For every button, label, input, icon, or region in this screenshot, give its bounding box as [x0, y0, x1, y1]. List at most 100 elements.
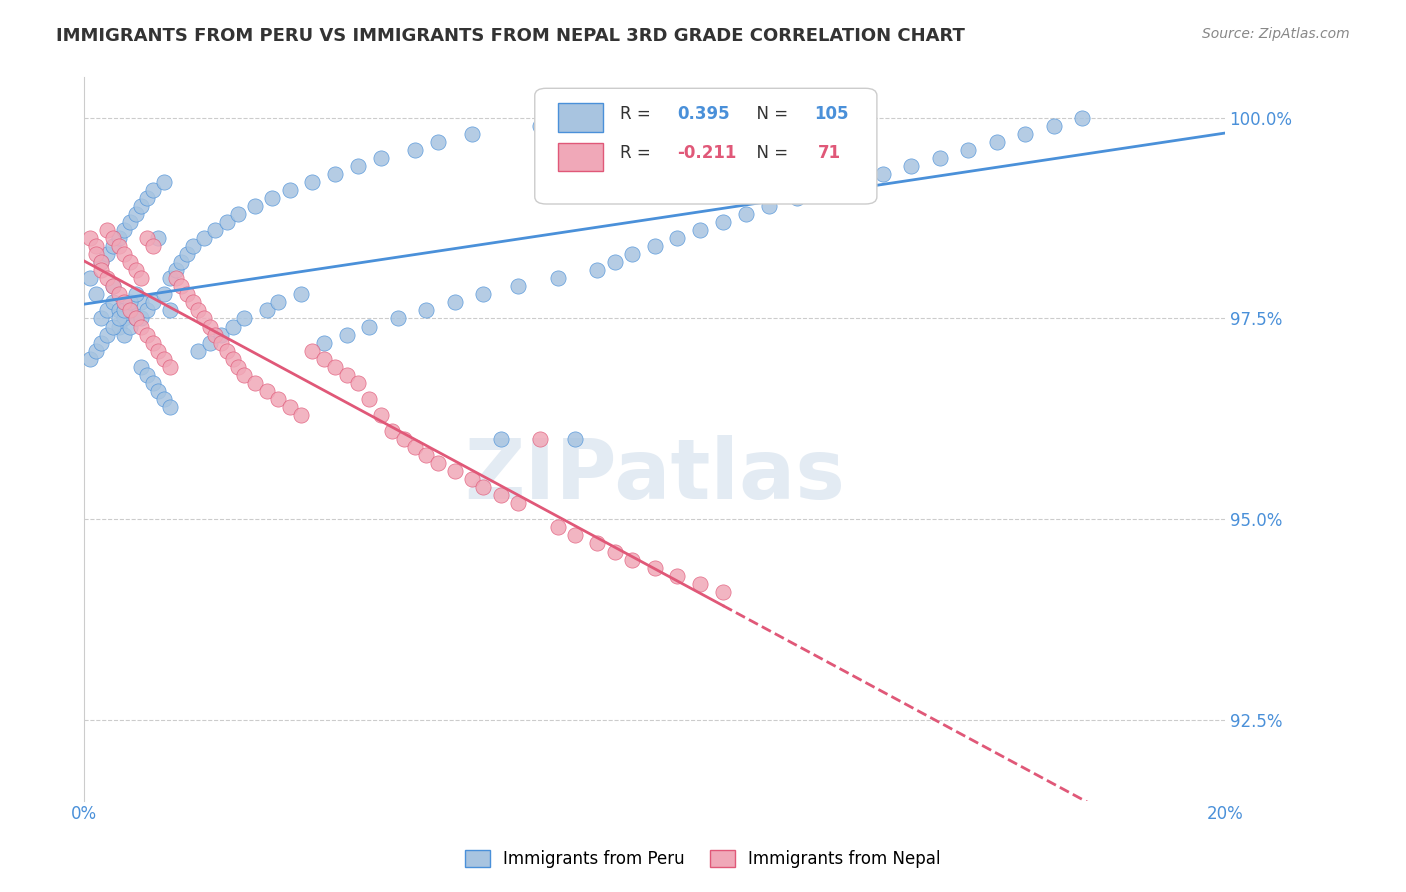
Point [461, 472, 484, 486]
Point [644, 239, 666, 253]
Point [165, 263, 187, 277]
Point [112, 223, 135, 237]
Point [118, 255, 141, 269]
Point [404, 440, 426, 454]
Point [107, 319, 129, 334]
Point [181, 295, 204, 310]
Point [245, 199, 267, 213]
Legend: Immigrants from Peru, Immigrants from Nepal: Immigrants from Peru, Immigrants from Ne… [458, 843, 948, 875]
Point [290, 287, 312, 301]
Point [786, 191, 808, 205]
Point [153, 351, 176, 366]
Point [209, 335, 232, 350]
Point [131, 311, 153, 326]
Point [124, 311, 146, 326]
Point [666, 568, 689, 582]
Point [131, 359, 153, 374]
Point [359, 319, 381, 334]
Point [176, 247, 198, 261]
Point [101, 239, 124, 253]
Point [312, 351, 335, 366]
Point [112, 247, 135, 261]
Point [666, 231, 689, 245]
Point [301, 343, 323, 358]
Point [426, 456, 449, 470]
Point [381, 424, 404, 438]
Point [347, 159, 370, 173]
Text: -0.211: -0.211 [678, 145, 737, 162]
Text: R =: R = [620, 104, 657, 122]
Point [689, 223, 711, 237]
Point [187, 303, 209, 318]
Point [142, 295, 165, 310]
Point [176, 287, 198, 301]
Point [96, 271, 118, 285]
Point [107, 239, 129, 253]
Point [1014, 127, 1036, 141]
Bar [558, 143, 603, 171]
Point [84, 343, 107, 358]
Point [118, 215, 141, 229]
Point [101, 319, 124, 334]
Point [131, 319, 153, 334]
Point [153, 175, 176, 189]
Point [148, 384, 170, 398]
Point [986, 135, 1008, 149]
Point [506, 279, 529, 293]
Point [290, 408, 312, 422]
Point [278, 183, 301, 197]
Point [112, 295, 135, 310]
Text: 71: 71 [818, 145, 841, 162]
Point [124, 287, 146, 301]
Point [226, 207, 249, 221]
Text: N =: N = [745, 145, 793, 162]
Point [957, 143, 980, 157]
Point [842, 175, 865, 189]
Point [256, 303, 278, 318]
Point [142, 376, 165, 390]
Point [233, 368, 256, 382]
Point [620, 552, 643, 566]
Point [90, 335, 112, 350]
Point [107, 287, 129, 301]
Point [215, 343, 238, 358]
Point [900, 159, 922, 173]
Point [734, 207, 756, 221]
Point [124, 207, 146, 221]
Point [312, 335, 335, 350]
Point [711, 584, 734, 599]
Point [193, 311, 215, 326]
Point [262, 191, 284, 205]
Point [170, 255, 193, 269]
Text: ZIPatlas: ZIPatlas [464, 434, 845, 516]
Point [489, 432, 512, 446]
Point [153, 287, 176, 301]
Point [193, 231, 215, 245]
Point [170, 279, 193, 293]
Point [165, 271, 187, 285]
Point [278, 400, 301, 414]
Text: N =: N = [745, 104, 793, 122]
Point [267, 392, 290, 406]
Point [153, 392, 176, 406]
Point [204, 223, 226, 237]
Point [159, 303, 181, 318]
Point [711, 215, 734, 229]
Point [198, 335, 221, 350]
Point [620, 247, 643, 261]
Point [131, 199, 153, 213]
Point [118, 319, 141, 334]
Point [226, 359, 249, 374]
Text: Source: ZipAtlas.com: Source: ZipAtlas.com [1202, 27, 1350, 41]
Text: 0.395: 0.395 [678, 104, 730, 122]
Point [387, 311, 409, 326]
Point [404, 143, 426, 157]
Point [136, 303, 159, 318]
Point [79, 351, 101, 366]
Point [370, 408, 392, 422]
Point [131, 295, 153, 310]
Point [370, 151, 392, 165]
Point [529, 119, 551, 133]
Point [118, 303, 141, 318]
Point [245, 376, 267, 390]
